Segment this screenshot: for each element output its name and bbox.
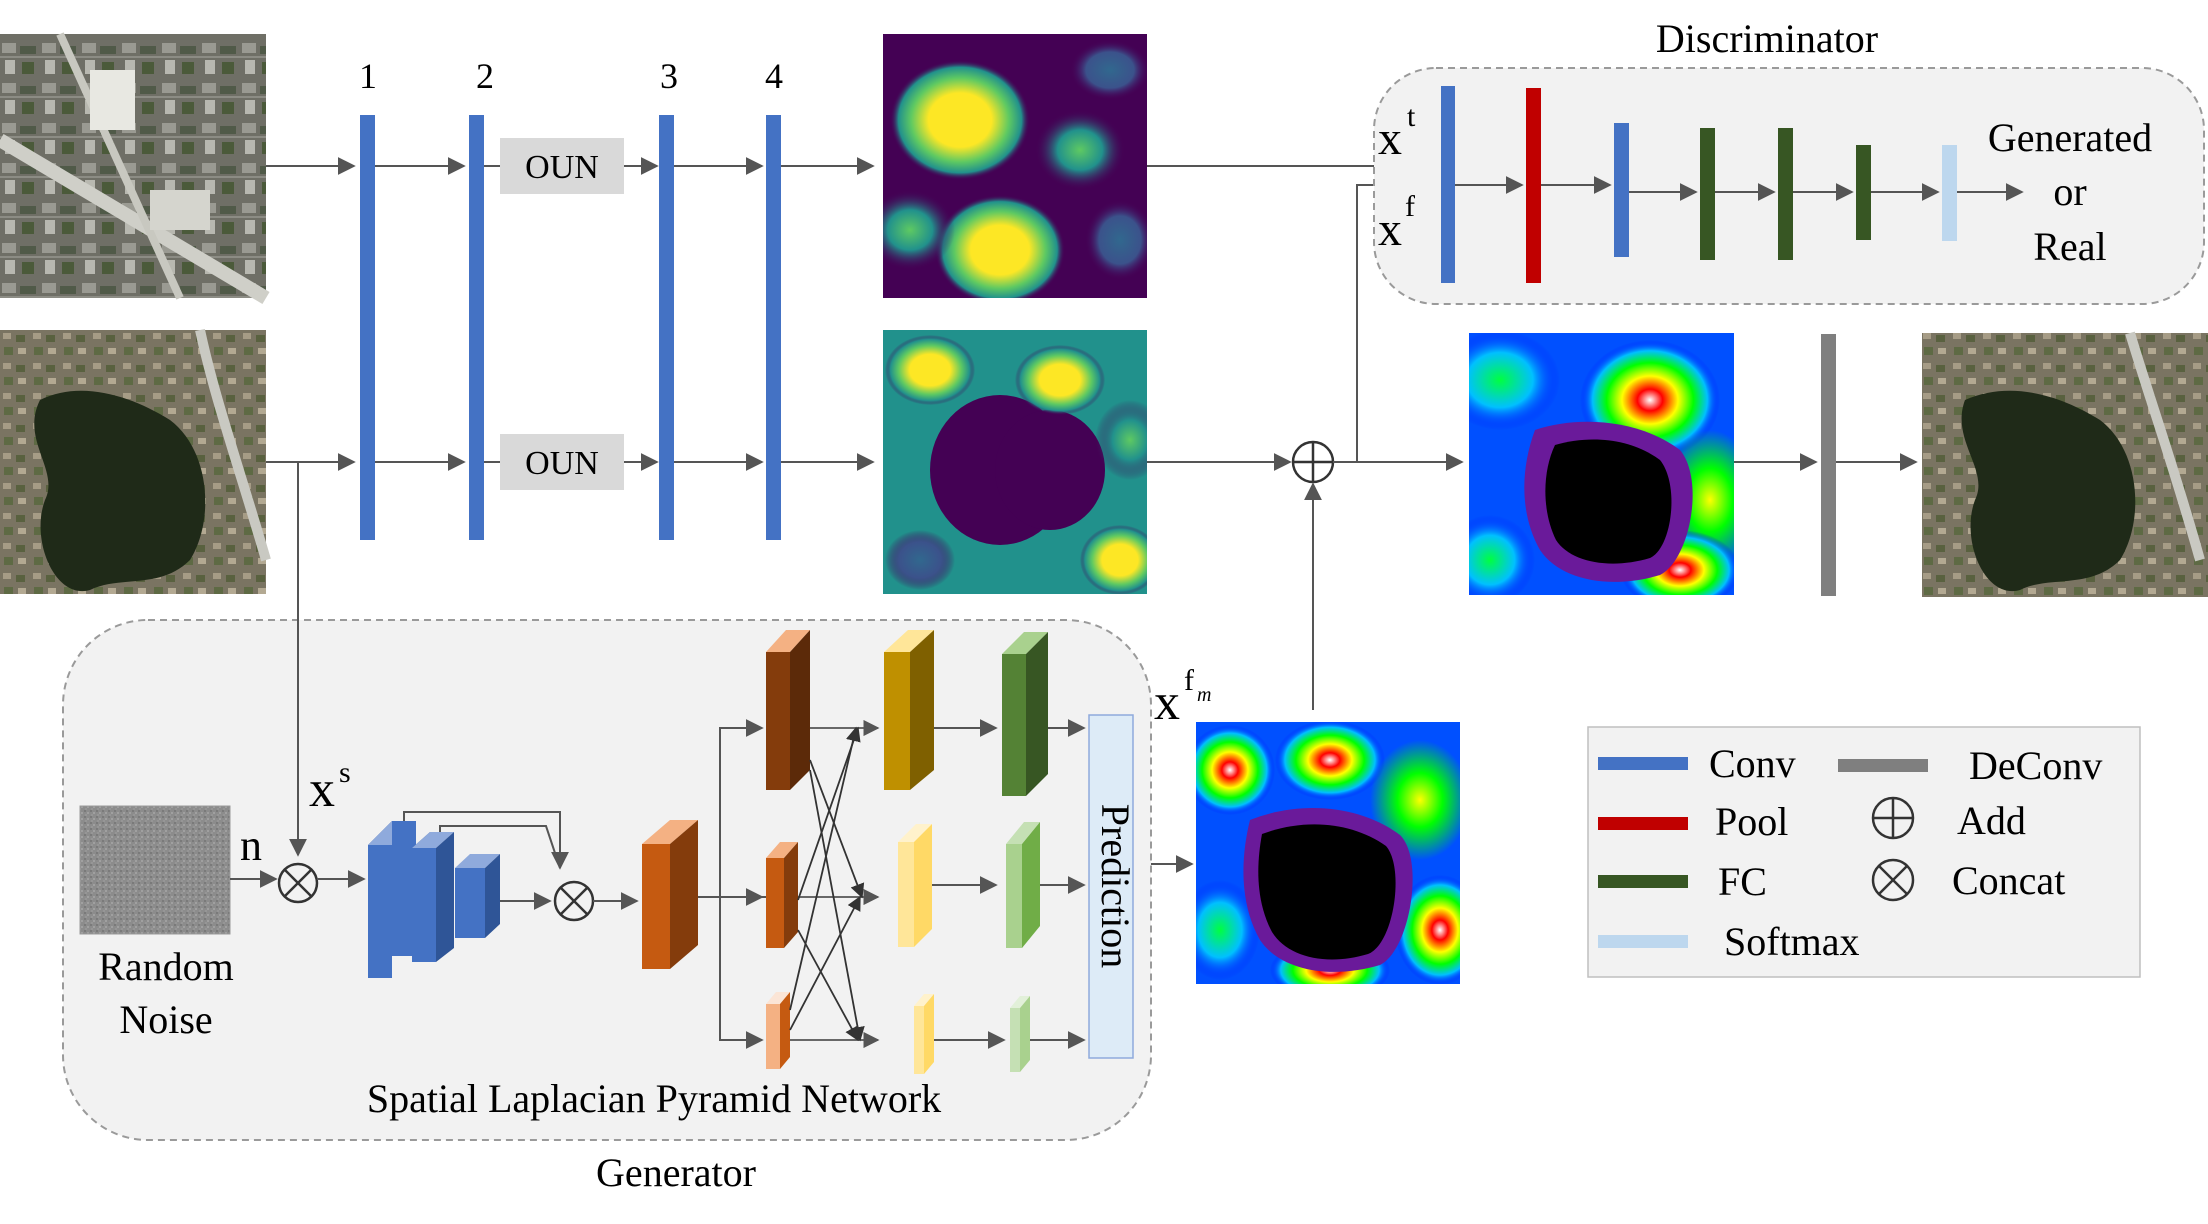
pyramid-column-3 (1002, 632, 1048, 1072)
disc-conv-2 (1614, 123, 1629, 257)
legend-swatch-conv (1598, 757, 1688, 770)
layer-number-labels: 1 2 3 4 (359, 56, 783, 96)
output-generated: Generated (1988, 115, 2152, 160)
add-node (1291, 440, 1335, 484)
legend-label-fc: FC (1718, 859, 1767, 904)
prediction-label: Prediction (1093, 804, 1138, 968)
xfm-label: x (1154, 674, 1180, 731)
output-real: Real (2033, 224, 2106, 269)
n-label: n (240, 821, 262, 870)
xt-superscript: t (1407, 100, 1416, 133)
conv-layer-2 (469, 115, 484, 540)
deconv-layer (1821, 334, 1836, 596)
prediction-box (1088, 714, 1134, 1059)
xt-label: x (1378, 112, 1402, 165)
output-or: or (2053, 169, 2086, 214)
cross-connections (789, 719, 880, 1049)
xfm-subscript: m (1197, 684, 1211, 706)
conv-layer-1 (360, 115, 375, 540)
conv-layer-3 (659, 115, 674, 540)
legend-swatch-softmax (1598, 935, 1688, 948)
legend-swatch-fc (1598, 875, 1688, 888)
legend-concat-symbol (1871, 858, 1915, 902)
oun-label-top: OUN (525, 149, 599, 186)
xf-label: x (1378, 203, 1402, 256)
concat-node-1 (277, 862, 319, 904)
discriminator-panel (1373, 67, 2205, 305)
disc-pool (1526, 88, 1541, 283)
disc-fc-1 (1700, 128, 1715, 260)
input-image-lake (0, 328, 271, 594)
layer-number-2: 2 (476, 56, 494, 96)
legend-add-symbol (1871, 796, 1915, 840)
random-noise-image (79, 805, 231, 935)
legend-label-conv: Conv (1709, 741, 1796, 786)
legend-swatch-deconv (1838, 759, 1928, 772)
slpn-label: Spatial Laplacian Pyramid Network (367, 1076, 941, 1121)
layer-number-3: 3 (660, 56, 678, 96)
fused-heatmap (1469, 333, 1734, 595)
noise-label: Noise (119, 997, 212, 1042)
feature-map-bottom (883, 330, 1147, 594)
oun-block-top (500, 138, 624, 194)
disc-fc-3 (1856, 145, 1871, 240)
legend-label-deconv: DeConv (1969, 743, 2102, 788)
feature-map-top (883, 34, 1147, 298)
xf-superscript: f (1405, 190, 1415, 223)
xfm-superscript: f (1184, 664, 1194, 697)
generator-panel (62, 619, 1152, 1141)
discriminator-title: Discriminator (1656, 16, 1878, 61)
encoder-blocks (368, 821, 500, 978)
generator-title: Generator (596, 1150, 756, 1195)
oun-block-bottom (500, 434, 624, 490)
disc-conv-1 (1441, 86, 1455, 283)
random-label: Random (98, 944, 234, 989)
generated-heatmap (1196, 722, 1460, 984)
layer-number-1: 1 (359, 56, 377, 96)
xs-superscript: s (339, 756, 351, 789)
bottleneck-block (642, 820, 698, 969)
output-image (1922, 331, 2208, 597)
disc-softmax (1942, 145, 1957, 241)
oun-label-bottom: OUN (525, 445, 599, 482)
bottom-branch (266, 434, 875, 490)
legend-label-add: Add (1957, 798, 2026, 843)
pyramid-column-2 (884, 630, 934, 1074)
legend-label-pool: Pool (1715, 799, 1788, 844)
disc-fc-2 (1778, 128, 1793, 260)
pyramid-column-1 (766, 630, 810, 1069)
legend-swatch-pool (1598, 817, 1688, 830)
input-image-urban (0, 32, 270, 305)
xs-label: x (309, 761, 335, 818)
layer-number-4: 4 (765, 56, 783, 96)
top-branch (266, 115, 875, 540)
legend-label-concat: Concat (1952, 858, 2065, 903)
legend-label-softmax: Softmax (1724, 919, 1860, 964)
legend (1587, 726, 2141, 978)
conv-layer-4 (766, 115, 781, 540)
